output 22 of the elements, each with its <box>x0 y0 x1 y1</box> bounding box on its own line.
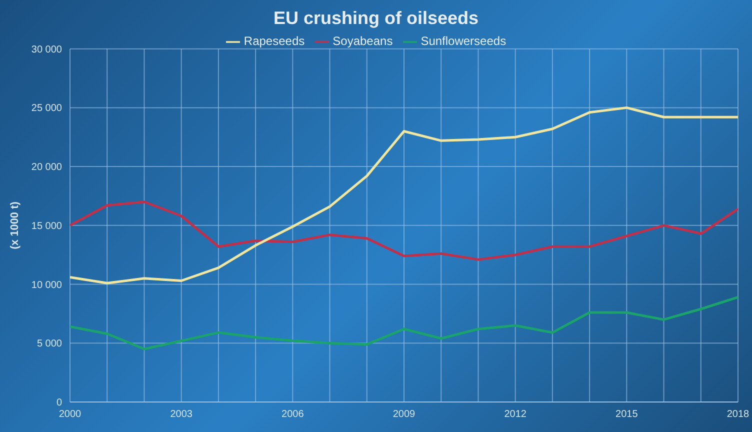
y-tick-label: 15 000 <box>31 220 62 232</box>
x-tick-label: 2018 <box>726 409 750 420</box>
x-tick-label: 2006 <box>282 409 304 420</box>
x-tick-label: 2003 <box>170 409 193 420</box>
legend-label: Soyabeans <box>332 34 393 48</box>
legend-label: Rapeseeds <box>244 34 305 48</box>
line-series <box>70 200 738 261</box>
x-tick-label: 2000 <box>58 409 82 420</box>
y-axis-title: (x 1000 t) <box>8 201 21 250</box>
y-tick-label: 20 000 <box>31 162 62 174</box>
x-tick-label: 2009 <box>392 409 416 420</box>
y-tick-label: 0 <box>56 398 62 409</box>
y-tick-label: 30 000 <box>31 44 62 56</box>
line-series <box>70 106 738 284</box>
y-tick-label: 10 000 <box>31 280 62 291</box>
x-tick-label: 2015 <box>616 409 638 420</box>
line-series <box>70 296 738 350</box>
chart-title: EU crushing of oilseeds <box>272 8 480 29</box>
legend-label: Sunflowerseeds <box>420 34 506 48</box>
y-tick-label: 25 000 <box>31 103 62 114</box>
y-tick-label: 5 000 <box>36 338 62 350</box>
x-tick-label: 2012 <box>504 409 527 420</box>
